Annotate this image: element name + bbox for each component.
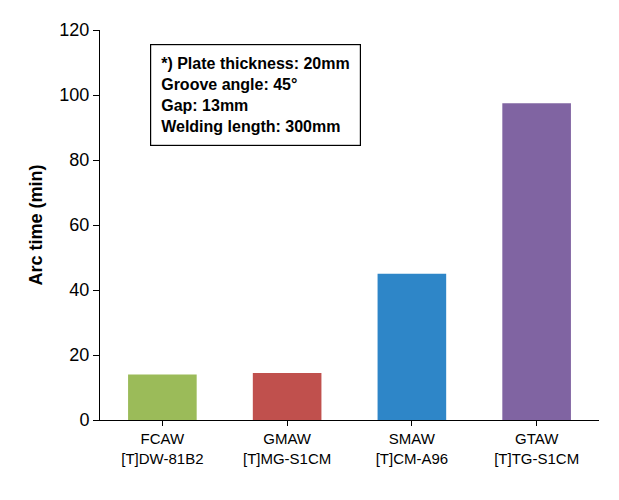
svg-text:FCAW[T]DW-81B2: FCAW[T]DW-81B2	[121, 430, 203, 467]
svg-text:GTAW[T]TG-S1CM: GTAW[T]TG-S1CM	[494, 430, 579, 467]
svg-text:Arc time (min): Arc time (min)	[26, 164, 46, 285]
svg-text:20: 20	[69, 345, 89, 365]
svg-text:120: 120	[59, 20, 89, 40]
svg-text:60: 60	[69, 215, 89, 235]
svg-text:0: 0	[79, 410, 89, 430]
svg-text:100: 100	[59, 85, 89, 105]
svg-text:80: 80	[69, 150, 89, 170]
svg-text:GMAW[T]MG-S1CM: GMAW[T]MG-S1CM	[243, 430, 331, 467]
svg-text:SMAW[T]CM-A96: SMAW[T]CM-A96	[376, 430, 449, 467]
svg-text:*) Plate thickness: 20mmGroove: *) Plate thickness: 20mmGroove angle: 45…	[161, 55, 350, 134]
svg-text:40: 40	[69, 280, 89, 300]
